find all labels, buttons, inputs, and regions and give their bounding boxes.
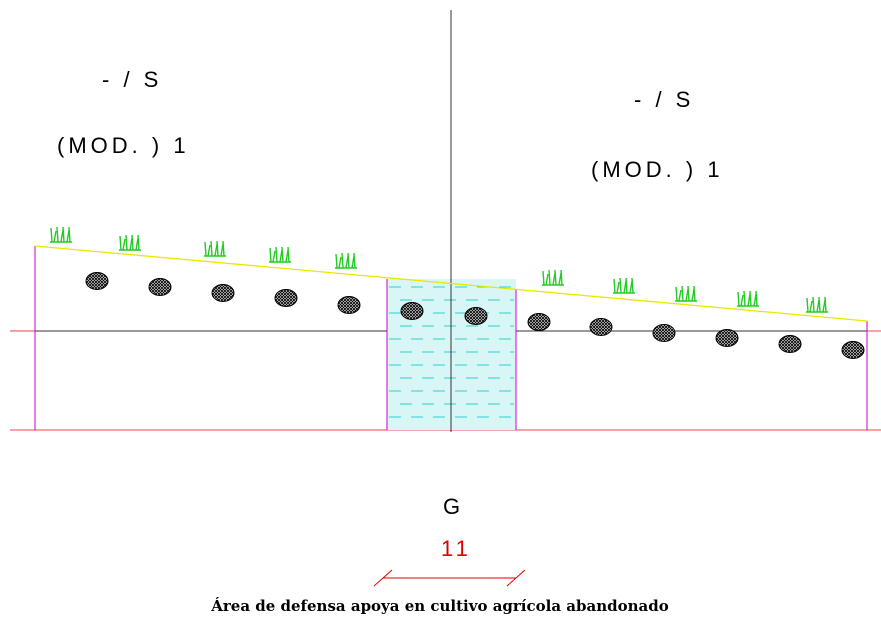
- stone: [148, 278, 172, 296]
- stone: [464, 307, 488, 325]
- stone: [274, 289, 298, 307]
- water-dashes: [389, 286, 514, 418]
- stone: [85, 272, 109, 290]
- left-mod-label: (MOD. ) 1: [57, 133, 190, 158]
- grass-tuft: [269, 246, 291, 263]
- grass-tuft: [675, 285, 697, 302]
- stone: [652, 324, 676, 342]
- grass-tuft: [542, 269, 564, 286]
- left-top-label: - / S: [102, 67, 162, 92]
- stone: [527, 313, 551, 331]
- grass-tuft: [335, 252, 357, 269]
- grass-tufts: [50, 226, 828, 313]
- stone: [841, 341, 865, 359]
- ground-slope-line: [34, 245, 868, 322]
- center-number-label: 11: [441, 536, 472, 561]
- stone: [337, 296, 361, 314]
- stone: [211, 284, 235, 302]
- stone: [715, 329, 739, 347]
- dimension-mark: [373, 569, 526, 587]
- stones: [85, 272, 865, 359]
- grass-tuft: [806, 296, 828, 313]
- grass-tuft: [50, 226, 72, 243]
- grass-tuft: [613, 277, 635, 294]
- diagram-caption: Área de defensa apoya en cultivo agrícol…: [210, 597, 668, 615]
- center-letter-label: G: [443, 494, 464, 519]
- right-top-label: - / S: [634, 87, 694, 112]
- grass-tuft: [204, 240, 226, 257]
- stone: [589, 318, 613, 336]
- stone: [778, 335, 802, 353]
- right-mod-label: (MOD. ) 1: [591, 157, 724, 182]
- grass-tuft: [737, 290, 759, 307]
- stone: [400, 302, 424, 320]
- grass-tuft: [119, 234, 141, 251]
